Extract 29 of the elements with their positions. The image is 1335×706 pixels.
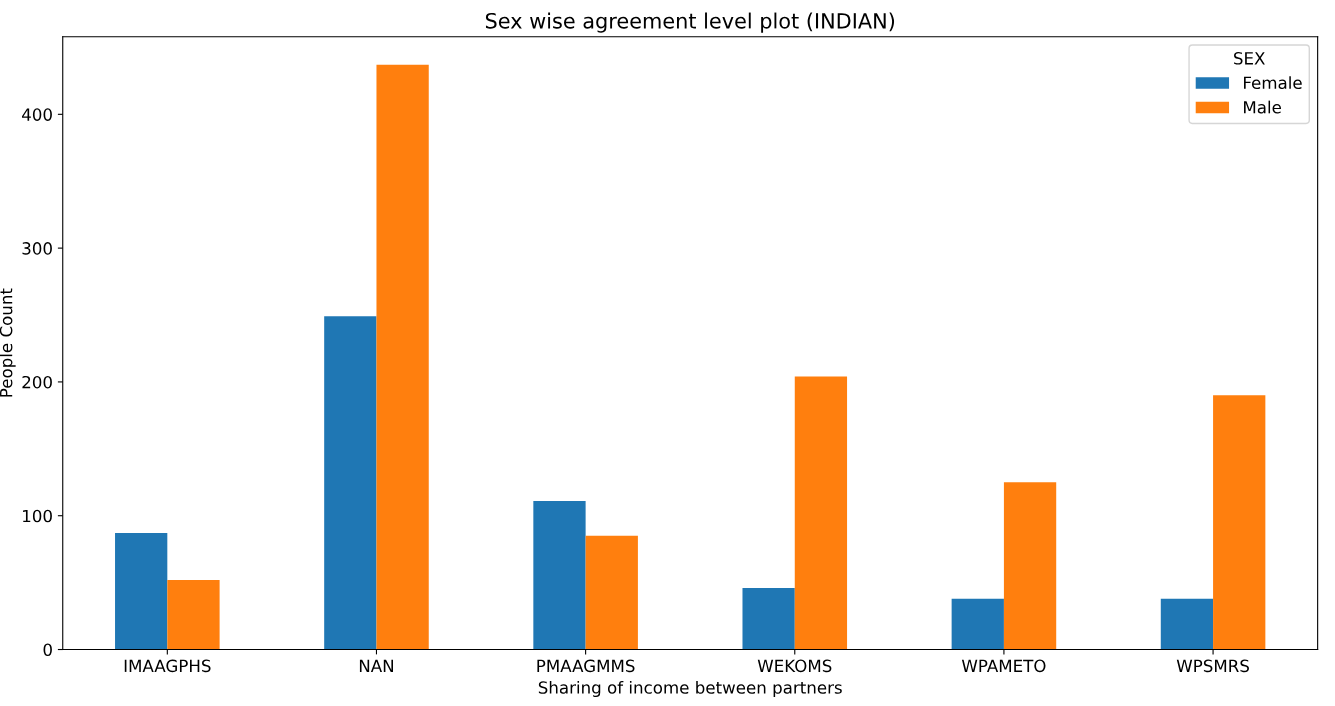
x-tick-label: NAN xyxy=(359,659,393,672)
y-tick-label: 200 xyxy=(22,375,52,389)
bar xyxy=(1213,395,1266,650)
bar xyxy=(533,501,586,650)
y-tick-label: 100 xyxy=(23,509,52,523)
y-axis-title: People Count xyxy=(0,288,16,397)
x-tick-label: WPAMETO xyxy=(961,659,1046,673)
bar xyxy=(376,64,429,650)
x-tick-label: PMAAGMMS xyxy=(537,659,635,673)
bar xyxy=(115,533,168,650)
legend-label: Male xyxy=(1244,100,1281,114)
chart-title: Sex wise agreement level plot (INDIAN) xyxy=(485,12,895,33)
y-tick-label: 300 xyxy=(22,242,52,255)
y-tick-label: 400 xyxy=(22,108,52,121)
legend-label: Female xyxy=(1244,76,1302,90)
bar xyxy=(951,598,1004,650)
x-tick-label: WPSMRS xyxy=(1176,659,1249,673)
bar xyxy=(585,535,638,650)
x-tick-label: IMAAGPHS xyxy=(124,659,211,673)
bar xyxy=(1003,482,1057,650)
bar xyxy=(167,579,220,650)
y-tick-label: 0 xyxy=(43,643,52,657)
bar xyxy=(742,587,795,650)
x-tick-label: WEKOMS xyxy=(757,659,832,673)
x-axis-title: Sharing of income between partners xyxy=(538,680,842,698)
bar xyxy=(794,376,848,650)
bar xyxy=(324,316,377,650)
legend-title: SEX xyxy=(1234,52,1265,65)
bar xyxy=(1160,598,1214,650)
